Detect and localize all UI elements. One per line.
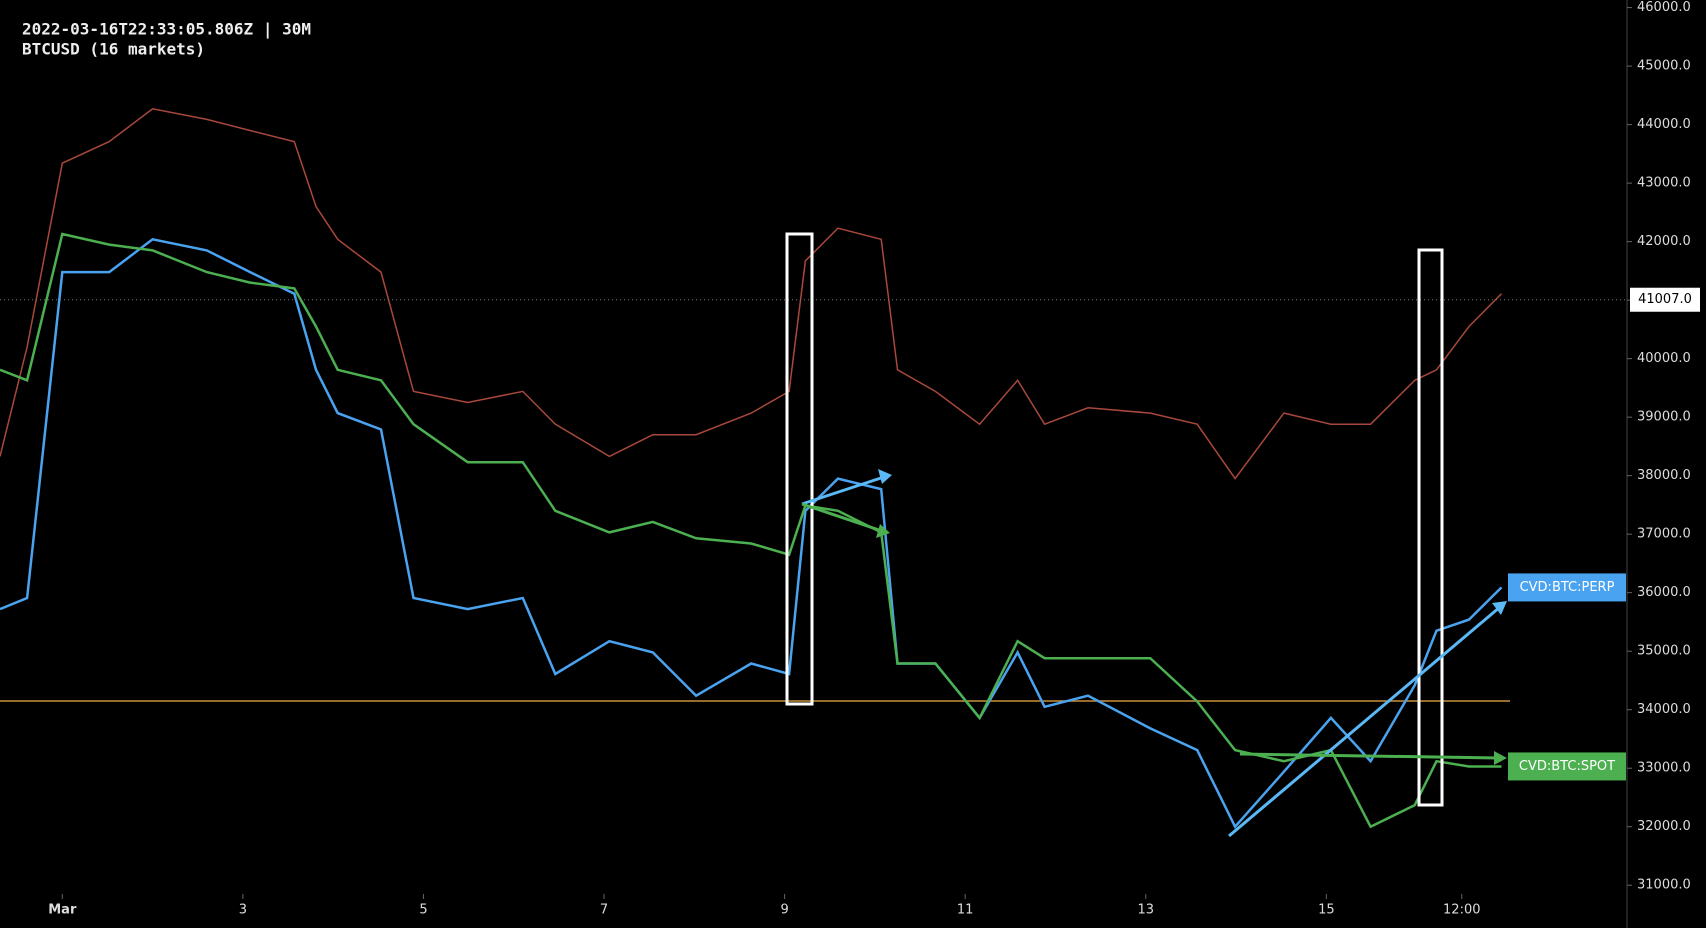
y-tick-label: 33000.0 bbox=[1637, 761, 1691, 776]
highlight-box bbox=[1417, 248, 1444, 807]
x-tick-label: Mar bbox=[48, 903, 77, 918]
annotations bbox=[785, 232, 1507, 838]
price-line bbox=[0, 107, 1503, 480]
trend-arrow bbox=[1239, 752, 1500, 760]
arrow-head bbox=[878, 469, 892, 484]
x-tick-label: 3 bbox=[239, 903, 247, 918]
x-tick-label: 15 bbox=[1318, 903, 1335, 918]
legend-box bbox=[1508, 752, 1626, 781]
legend-label: CVD:BTC:PERP bbox=[1520, 580, 1615, 595]
header-symbol: BTCUSD (16 markets) bbox=[22, 40, 205, 59]
trend-arrow bbox=[801, 502, 883, 533]
legend-label: CVD:BTC:SPOT bbox=[1519, 759, 1615, 774]
y-tick-label: 44000.0 bbox=[1637, 117, 1691, 132]
last-price-label: 41007.0 bbox=[1638, 292, 1692, 307]
trend-arrow bbox=[1228, 605, 1501, 838]
y-tick-label: 43000.0 bbox=[1637, 176, 1691, 191]
x-tick-label: 7 bbox=[600, 903, 608, 918]
last-price-box bbox=[1630, 287, 1700, 312]
y-tick-label: 45000.0 bbox=[1637, 59, 1691, 74]
highlight-box bbox=[785, 232, 814, 706]
arrow-head bbox=[876, 524, 890, 538]
x-tick-label: 9 bbox=[780, 903, 788, 918]
x-tick-label: 5 bbox=[419, 903, 427, 918]
arrow-head bbox=[1494, 751, 1507, 765]
x-tick-label: 12:00 bbox=[1443, 903, 1480, 918]
y-tick-label: 37000.0 bbox=[1637, 527, 1691, 542]
y-tick-label: 36000.0 bbox=[1637, 585, 1691, 600]
x-tick-label: 13 bbox=[1137, 903, 1154, 918]
y-tick-label: 39000.0 bbox=[1637, 410, 1691, 425]
y-tick-label: 42000.0 bbox=[1637, 234, 1691, 249]
cvd-line bbox=[0, 237, 1503, 829]
cvd-line bbox=[0, 232, 1502, 829]
legend-box bbox=[1508, 573, 1626, 602]
arrow-head bbox=[1492, 601, 1507, 615]
y-tick-label: 38000.0 bbox=[1637, 468, 1691, 483]
y-tick-label: 40000.0 bbox=[1637, 351, 1691, 366]
x-tick-label: 11 bbox=[957, 903, 974, 918]
header-timestamp: 2022-03-16T22:33:05.806Z | 30M bbox=[22, 20, 311, 40]
y-tick-label: 35000.0 bbox=[1637, 644, 1691, 659]
y-tick-label: 46000.0 bbox=[1637, 0, 1691, 15]
y-tick-label: 32000.0 bbox=[1637, 819, 1691, 834]
y-tick-label: 31000.0 bbox=[1637, 878, 1691, 893]
y-tick-label: 34000.0 bbox=[1637, 702, 1691, 717]
trend-arrow bbox=[801, 475, 885, 506]
